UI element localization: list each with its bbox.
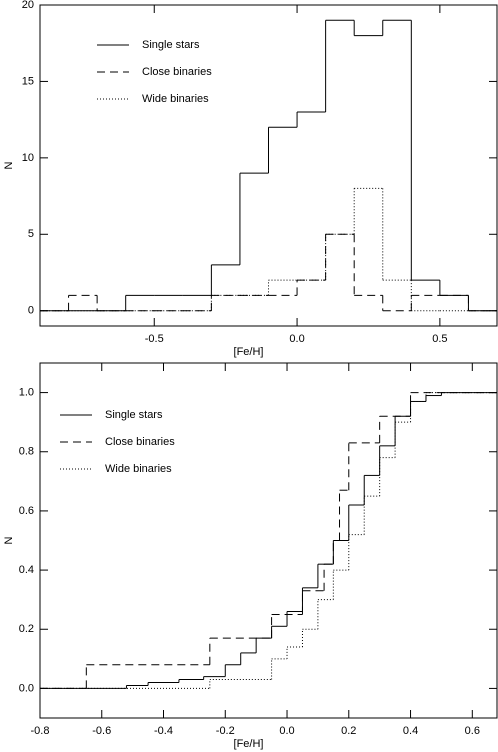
plot-frame [39, 4, 498, 327]
x-tick-label: 0.0 [279, 725, 294, 737]
legend-label: Wide binaries [142, 93, 209, 105]
legend-label: Close binaries [142, 66, 212, 78]
y-tick-label: 0.4 [19, 564, 34, 576]
plot-frame [39, 362, 498, 719]
y-tick-label: 0 [28, 305, 34, 317]
x-tick-label: 0.5 [432, 333, 447, 345]
y-tick-label: 0.2 [19, 623, 34, 635]
y-tick-label: 10 [22, 152, 34, 164]
legend-label: Single stars [105, 409, 163, 421]
x-tick-label: 0.0 [289, 333, 304, 345]
y-tick-label: 0.6 [19, 505, 34, 517]
x-tick-label: -0.4 [154, 725, 173, 737]
y-tick-label: 5 [28, 228, 34, 240]
legend-label: Wide binaries [105, 463, 172, 475]
x-axis-label: [Fe/H] [234, 346, 264, 358]
y-axis-label: N [3, 161, 15, 169]
y-tick-label: 1.0 [19, 386, 34, 398]
x-tick-label: -0.2 [216, 725, 235, 737]
x-tick-label: 0.2 [341, 725, 356, 737]
x-axis-label: [Fe/H] [234, 738, 264, 750]
x-tick-label: 0.4 [403, 725, 418, 737]
legend-label: Single stars [142, 39, 200, 51]
x-tick-label: 0.6 [465, 725, 480, 737]
x-tick-label: -0.6 [92, 725, 111, 737]
legend-label: Close binaries [105, 436, 175, 448]
y-axis-label: N [3, 536, 15, 544]
y-tick-label: 15 [22, 75, 34, 87]
y-tick-label: 20 [22, 0, 34, 11]
x-tick-label: -0.5 [145, 333, 164, 345]
y-tick-label: 0.8 [19, 446, 34, 458]
y-tick-label: 0.0 [19, 682, 34, 694]
x-tick-label: -0.8 [31, 725, 50, 737]
